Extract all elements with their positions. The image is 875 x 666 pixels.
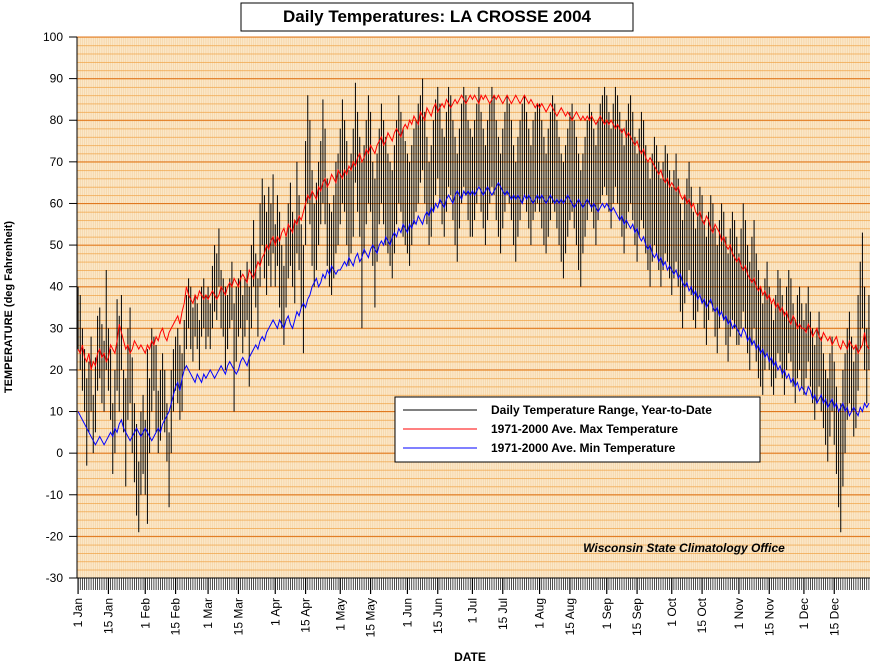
x-axis-label: DATE xyxy=(454,650,486,664)
y-tick-label: 60 xyxy=(50,196,64,210)
y-tick-label: 90 xyxy=(50,72,64,86)
x-tick-label: 15 Oct xyxy=(695,597,709,633)
x-tick-label: 1 Nov xyxy=(732,598,746,629)
y-tick-label: -10 xyxy=(46,488,64,502)
x-tick-label: 15 Sep xyxy=(630,598,644,636)
x-tick-label: 1 Jun xyxy=(400,598,414,627)
x-tick-label: 15 May xyxy=(364,598,378,637)
normal-line xyxy=(77,93,870,371)
y-tick-label: 80 xyxy=(50,113,64,127)
x-tick-label: 15 Feb xyxy=(169,598,183,636)
y-tick-label: -30 xyxy=(46,571,64,585)
chart-title: Daily Temperatures: LA CROSSE 2004 xyxy=(283,7,592,26)
legend-label: 1971-2000 Ave. Max Temperature xyxy=(491,422,678,436)
legend-label: 1971-2000 Ave. Min Temperature xyxy=(491,441,676,455)
minor-grid xyxy=(77,37,870,578)
y-tick-label: 40 xyxy=(50,280,64,294)
y-tick-label: 30 xyxy=(50,321,64,335)
y-tick-label: 20 xyxy=(50,363,64,377)
y-axis-label: TEMPERATURE (deg Fahrenheit) xyxy=(3,221,15,393)
x-tick-label: 1 Aug xyxy=(533,598,547,629)
x-tick-label: 15 Jan xyxy=(101,598,115,634)
x-tick-label: 1 Apr xyxy=(268,598,282,626)
y-tick-label: 0 xyxy=(56,446,63,460)
x-tick-label: 15 Jun xyxy=(431,598,445,634)
y-tick-label: 70 xyxy=(50,155,64,169)
x-tick-label: 15 Dec xyxy=(827,598,841,636)
x-tick-label: 1 Sep xyxy=(600,598,614,630)
x-tick-label: 15 Nov xyxy=(762,598,776,636)
x-tick-label: 1 Feb xyxy=(138,598,152,629)
x-tick-label: 15 Jul xyxy=(496,598,510,630)
x-tick-label: 1 Dec xyxy=(797,598,811,629)
y-tick-label: 100 xyxy=(43,30,63,44)
x-tick-label: 1 Oct xyxy=(665,597,679,626)
x-tick-label: 1 May xyxy=(333,598,347,631)
annotation: Wisconsin State Climatology Office xyxy=(583,541,785,555)
x-tick-label: 15 Apr xyxy=(299,598,313,633)
x-tick-label: 1 Mar xyxy=(201,598,215,629)
normal-line xyxy=(77,181,870,446)
legend-label: Daily Temperature Range, Year-to-Date xyxy=(491,403,712,417)
title-box xyxy=(240,2,634,32)
y-tick-label: 10 xyxy=(50,405,64,419)
x-tick-label: 1 Jul xyxy=(465,598,479,623)
y-tick-label: 50 xyxy=(50,238,64,252)
x-tick-label: 1 Jan xyxy=(71,598,85,627)
y-tick-label: -20 xyxy=(46,529,64,543)
x-tick-label: 15 Aug xyxy=(563,598,577,635)
x-tick-label: 15 Mar xyxy=(231,598,245,635)
